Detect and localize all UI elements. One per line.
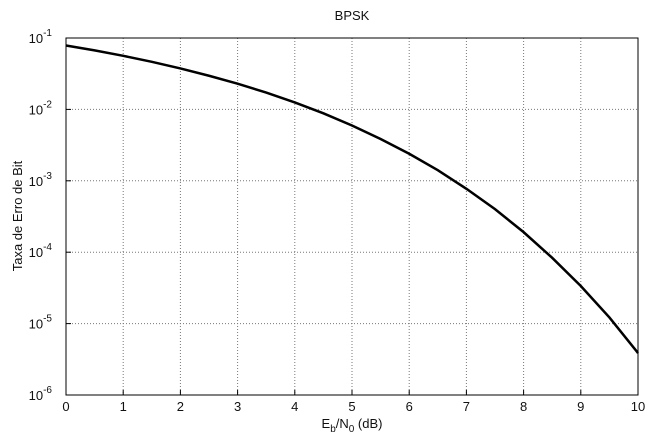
y-tick-exponent: -5	[43, 314, 52, 325]
y-tick-base: 10	[29, 174, 43, 189]
chart-title: BPSK	[335, 8, 370, 23]
y-tick-label: 10-2	[29, 99, 53, 117]
y-tick-base: 10	[29, 317, 43, 332]
y-tick-exponent: -4	[43, 242, 52, 253]
y-tick-exponent: -3	[43, 171, 52, 182]
x-tick-label: 0	[62, 399, 69, 414]
x-tick-label: 2	[177, 399, 184, 414]
x-tick-label: 8	[520, 399, 527, 414]
x-tick-label: 4	[291, 399, 298, 414]
x-tick-label: 10	[631, 399, 645, 414]
x-label-part: 0	[349, 424, 355, 435]
x-tick-label: 7	[463, 399, 470, 414]
y-tick-label: 10-1	[29, 28, 53, 46]
y-tick-base: 10	[29, 388, 43, 403]
y-tick-exponent: -1	[43, 28, 52, 39]
plot-frame	[65, 37, 639, 396]
y-tick-label: 10-4	[29, 242, 53, 260]
y-tick-exponent: -2	[43, 99, 52, 110]
y-tick-base: 10	[29, 245, 43, 260]
y-tick-exponent: -6	[43, 385, 52, 396]
y-tick-label: 10-6	[29, 385, 53, 403]
x-tick-label: 1	[120, 399, 127, 414]
x-axis-label: Eb/N0 (dB)	[322, 416, 383, 435]
x-label-part: (dB)	[354, 416, 382, 431]
x-label-part: E	[322, 416, 331, 431]
x-label-part: b	[330, 424, 336, 435]
y-tick-label: 10-5	[29, 314, 53, 332]
x-tick-label: 3	[234, 399, 241, 414]
x-tick-label: 6	[406, 399, 413, 414]
y-axis-label: Taxa de Erro de Bit	[10, 160, 25, 271]
x-tick-label: 9	[577, 399, 584, 414]
x-tick-label: 5	[348, 399, 355, 414]
y-tick-label: 10-3	[29, 171, 53, 189]
data-line	[65, 44, 639, 354]
x-label-part: /N	[336, 416, 349, 431]
y-tick-base: 10	[29, 31, 43, 46]
y-tick-base: 10	[29, 102, 43, 117]
